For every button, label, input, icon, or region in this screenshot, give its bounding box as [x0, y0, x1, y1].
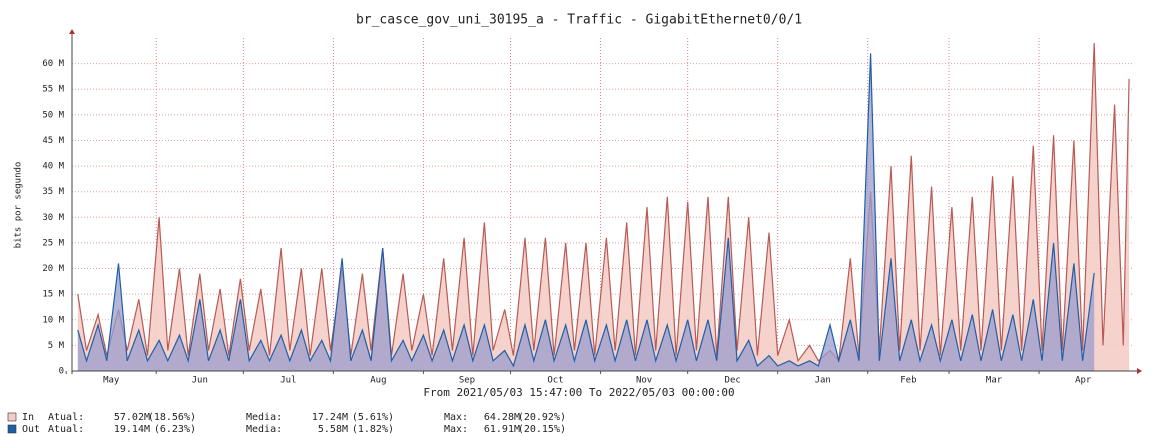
x-tick-label: Dec	[725, 376, 741, 386]
x-tick-label: Aug	[370, 376, 386, 386]
legend-stat-label: Atual:	[48, 412, 84, 423]
x-tick-label: Jan	[815, 376, 831, 386]
legend-swatch	[7, 424, 17, 434]
y-tick-label: 20 M	[42, 264, 64, 274]
legend-stat-pct: (1.82%)	[352, 424, 394, 435]
y-tick-label: 50 M	[42, 110, 64, 120]
legend-label: Out	[22, 424, 40, 435]
legend-stat-pct: (20.92%)	[518, 412, 566, 423]
y-tick-label: 5 M	[48, 341, 65, 351]
x-tick-label: Jul	[280, 376, 296, 386]
y-tick-label: 0	[59, 367, 64, 377]
x-arrow	[1137, 368, 1142, 374]
chart-title: br_casce_gov_uni_30195_a - Traffic - Gig…	[356, 13, 802, 28]
y-arrow	[69, 29, 75, 34]
x-tick-label: Jun	[192, 376, 208, 386]
legend-stat-value: 5.58M	[318, 424, 348, 435]
subtitle: From 2021/05/03 15:47:00 To 2022/05/03 0…	[423, 386, 734, 399]
legend-stat-value: 17.24M	[312, 412, 348, 423]
legend-stat-label: Max:	[444, 412, 468, 423]
legend-stat-pct: (20.15%)	[518, 424, 566, 435]
y-tick-label: 45 M	[42, 136, 64, 146]
series-area	[77, 53, 1095, 372]
y-tick-label: 55 M	[42, 85, 64, 95]
y-tick-label: 30 M	[42, 213, 64, 223]
y-tick-label: 40 M	[42, 162, 64, 172]
x-tick-label: Oct	[547, 376, 563, 386]
legend-stat-value: 61.91M	[484, 424, 520, 435]
legend-stat-value: 64.28M	[484, 412, 520, 423]
legend-stat-pct: (18.56%)	[148, 412, 196, 423]
y-tick-label: 60 M	[42, 59, 64, 69]
x-tick-label: Mar	[986, 376, 1003, 386]
series-line	[77, 53, 1095, 368]
legend-swatch	[7, 412, 17, 422]
x-tick-label: May	[103, 376, 120, 386]
legend-stat-value: 57.02M	[114, 412, 150, 423]
x-tick-label: Feb	[900, 376, 916, 386]
legend-stat-label: Media:	[246, 412, 282, 423]
legend-label: In	[22, 412, 34, 423]
legend-stat-pct: (5.61%)	[352, 412, 394, 423]
x-tick-label: Apr	[1075, 376, 1092, 386]
y-tick-label: 25 M	[42, 238, 64, 248]
x-tick-label: Nov	[636, 376, 652, 386]
legend-stat-value: 19.14M	[114, 424, 150, 435]
legend-stat-pct: (6.23%)	[154, 424, 196, 435]
legend-stat-label: Max:	[444, 424, 468, 435]
y-tick-label: 15 M	[42, 290, 64, 300]
series-line	[77, 43, 1130, 363]
legend-stat-label: Atual:	[48, 424, 84, 435]
legend-stat-label: Media:	[246, 424, 282, 435]
y-tick-label: 35 M	[42, 187, 64, 197]
y-axis-label: bits por segundo	[14, 162, 24, 249]
x-tick-label: Sep	[459, 376, 475, 386]
y-tick-label: 10 M	[42, 315, 64, 325]
